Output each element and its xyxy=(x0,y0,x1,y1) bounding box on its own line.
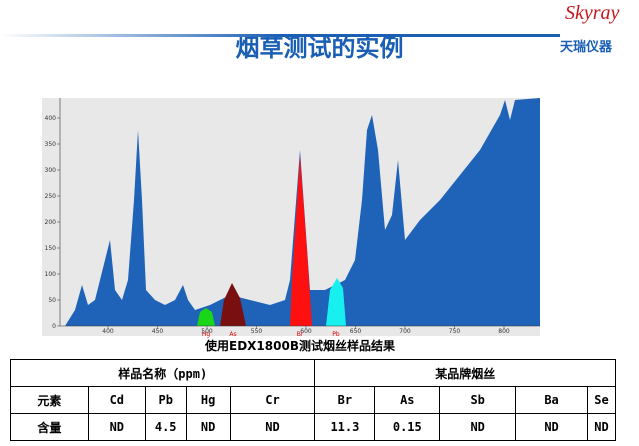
x-tick-label: 650 xyxy=(350,328,362,335)
table-cell: Se xyxy=(586,386,617,414)
table-cell: ND xyxy=(439,413,517,441)
table-cell: 4.5 xyxy=(144,413,187,441)
caption: 使用EDX1800B测试烟丝样品结果 xyxy=(205,339,395,353)
table-cell: 元素 xyxy=(10,386,89,414)
logo-script: Skyray xyxy=(565,2,620,24)
y-tick-label: 200 xyxy=(45,219,57,226)
x-tick-label: 500 xyxy=(201,328,213,335)
element-label: As xyxy=(229,331,236,338)
table-cell: Cd xyxy=(87,386,146,414)
logo-text: 天瑞仪器 xyxy=(560,40,613,55)
pb-peak xyxy=(326,278,346,326)
table-cell: 0.15 xyxy=(374,413,441,441)
table-cell: 11.3 xyxy=(314,413,376,441)
x-tick-label: 550 xyxy=(251,328,263,335)
x-tick-label: 750 xyxy=(449,328,461,335)
table-cell: ND xyxy=(87,413,146,441)
y-tick-label: 400 xyxy=(45,115,57,122)
hg-peak xyxy=(197,308,215,326)
table-cell: ND xyxy=(515,413,588,441)
header-line xyxy=(0,34,560,37)
br-peak xyxy=(290,155,312,326)
table-cell: Pb xyxy=(144,386,187,414)
x-tick-label: 700 xyxy=(399,328,411,335)
element-label: Br xyxy=(297,331,304,338)
y-tick-label: 300 xyxy=(45,167,57,174)
y-tick-label: 350 xyxy=(45,141,57,148)
element-label: Pb xyxy=(332,331,340,338)
y-tick-label: 50 xyxy=(48,297,56,304)
table-cell: Br xyxy=(314,386,376,414)
element-label: Hg xyxy=(202,331,211,338)
y-tick-label: 0 xyxy=(52,323,56,330)
x-tick-label: 800 xyxy=(498,328,510,335)
table-header: 某品牌烟丝 xyxy=(314,359,616,387)
y-tick-label: 150 xyxy=(45,245,57,252)
table-header: 样品名称（ppm) xyxy=(9,359,316,387)
x-tick-label: 400 xyxy=(102,328,114,335)
table-cell: As xyxy=(374,386,441,414)
table-cell: 含量 xyxy=(10,413,89,441)
x-tick-label: 450 xyxy=(152,328,164,335)
y-tick-label: 100 xyxy=(45,271,57,278)
spectrum: 400 450 500 550 600 650 700 750 800 0 50 100 150 200 2… xyxy=(45,98,540,338)
y-tick-label: 250 xyxy=(45,193,57,200)
table-cell: ND xyxy=(229,413,316,441)
result-table: 样品名称（ppm) 某品牌烟丝 元素 Cd Pb Hg Cr Br As Sb Ba Se 含量 ND 4… xyxy=(9,359,617,441)
table-cell: Ba xyxy=(515,386,588,414)
table-cell: Hg xyxy=(185,386,231,414)
title: 烟草测试的实例 xyxy=(235,34,404,62)
x-tick-label: 600 xyxy=(300,328,312,335)
table-cell: ND xyxy=(185,413,231,441)
table-cell: Sb xyxy=(439,386,517,414)
as-peak xyxy=(220,283,246,326)
table-cell: ND xyxy=(586,413,617,441)
table-cell: Cr xyxy=(229,386,316,414)
